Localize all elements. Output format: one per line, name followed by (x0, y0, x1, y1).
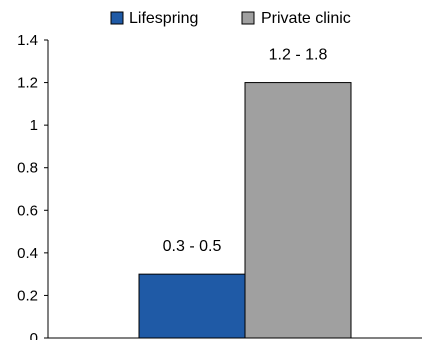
data-label-lifespring: 0.3 - 0.5 (163, 238, 222, 255)
y-tick-label: 1.4 (17, 32, 38, 49)
y-tick-label: 1.2 (17, 75, 38, 92)
data-label-private-clinic: 1.2 - 1.8 (269, 47, 328, 64)
y-tick-label: 0.6 (17, 202, 38, 219)
data-labels: 0.3 - 0.5 1.2 - 1.8 (163, 47, 328, 256)
legend-label-private-clinic: Private clinic (261, 10, 351, 27)
y-tick-label: 0.4 (17, 245, 38, 262)
legend-swatch-private-clinic (241, 11, 255, 25)
y-tick-label: 0 (30, 330, 38, 340)
bars (138, 82, 352, 339)
bar-private-clinic (244, 82, 352, 339)
legend: Lifespring Private clinic (110, 10, 351, 27)
legend-swatch-lifespring (110, 11, 124, 25)
bar-lifespring (138, 273, 246, 339)
y-axis-ticks: 0 0.2 0.4 0.6 0.8 1 1.2 1.4 (17, 32, 48, 340)
y-tick-label: 1 (30, 117, 38, 134)
legend-label-lifespring: Lifespring (129, 10, 198, 27)
y-tick-label: 0.2 (17, 287, 38, 304)
y-tick-label: 0.8 (17, 160, 38, 177)
